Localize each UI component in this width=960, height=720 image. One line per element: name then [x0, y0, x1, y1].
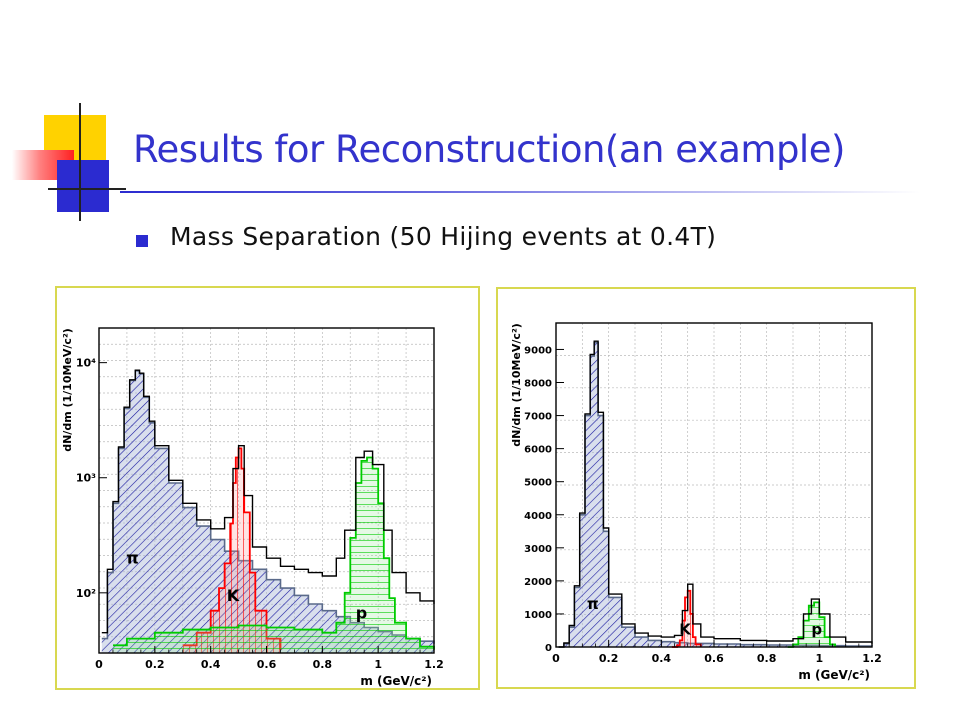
mass-spectrum-linear-chart: 0 0.2 0.4 0.6 0.8 1 1.2 0 1000 2000 3000 4000 5000 60… — [510, 322, 882, 682]
y-tick-label: 3000 — [524, 544, 552, 555]
series-area-hatch — [671, 590, 701, 647]
x-tick-label: 0.8 — [757, 652, 777, 665]
annotation-label: K — [679, 620, 692, 638]
y-tick-label: 2000 — [524, 577, 552, 588]
x-tick-label: 0 — [552, 652, 560, 665]
series-area-hatch — [113, 457, 434, 653]
series-area-hatch — [101, 370, 435, 653]
y-tick-label: 10² — [76, 587, 96, 600]
x-tick-label: 0.4 — [652, 652, 672, 665]
decor-vertical-line — [79, 103, 81, 221]
x-tick-label: 1.2 — [424, 658, 444, 671]
y-tick-label: 10⁴ — [76, 357, 96, 370]
series-total — [558, 340, 873, 648]
slide-title: Results for Reconstruction(an example) — [133, 128, 845, 171]
series-total — [101, 369, 435, 634]
series-proton — [113, 456, 435, 653]
series-line — [101, 369, 435, 634]
y-tick-label: 0 — [545, 643, 552, 654]
x-tick-label: 1.2 — [862, 652, 882, 665]
title-underline — [120, 191, 920, 193]
series-line — [558, 340, 873, 648]
series-area-hatch — [182, 448, 281, 653]
y-tick-label: 6000 — [524, 445, 552, 456]
x-tick-label: 1 — [374, 658, 382, 671]
y-tick-label: 8000 — [524, 379, 552, 390]
y-tick-label: 7000 — [524, 412, 552, 423]
chart-panel-linear: 0 0.2 0.4 0.6 0.8 1 1.2 0 1000 2000 3000 4000 5000 60… — [496, 287, 916, 689]
annotation-label: π — [587, 595, 599, 613]
decor-blue-square — [57, 160, 109, 212]
series-line — [182, 447, 282, 650]
annotation-label: K — [227, 586, 240, 605]
decor-horizontal-line — [48, 188, 126, 190]
chart-panel-log: 0 0.2 0.4 0.6 0.8 1 1.2 10² 10³ 10⁴ m (GeV/c²) dN/d… — [55, 286, 480, 690]
series-area-hatch — [558, 342, 872, 647]
y-axis-label: dN/dm (1/10MeV/c²) — [61, 328, 74, 452]
x-tick-label: 0 — [95, 658, 103, 671]
y-axis-label: dN/dm (1/10MeV/c²) — [510, 323, 523, 447]
series-kaon — [182, 447, 282, 653]
bullet-marker — [136, 235, 148, 247]
x-tick-label: 0.2 — [599, 652, 619, 665]
series-line — [113, 456, 435, 650]
annotation-label: p — [356, 603, 367, 622]
x-tick-label: 0.4 — [201, 658, 221, 671]
x-tick-label: 0.8 — [313, 658, 333, 671]
bullet-text: Mass Separation (50 Hijing events at 0.4… — [170, 222, 717, 251]
y-tick-label: 4000 — [524, 511, 552, 522]
y-tick-label: 1000 — [524, 610, 552, 621]
x-tick-label: 0.2 — [145, 658, 165, 671]
series-area-hatch — [787, 602, 836, 647]
x-tick-label: 0.6 — [704, 652, 724, 665]
x-tick-label: 1 — [816, 652, 824, 665]
x-axis-label: m (GeV/c²) — [360, 674, 432, 688]
x-axis-label: m (GeV/c²) — [798, 668, 870, 682]
annotation-label: p — [811, 620, 822, 638]
y-tick-label: 10³ — [76, 472, 96, 485]
annotation-label: π — [126, 548, 139, 567]
mass-spectrum-log-chart: 0 0.2 0.4 0.6 0.8 1 1.2 10² 10³ 10⁴ m (GeV/c²) dN/d… — [61, 327, 444, 688]
x-tick-label: 0.6 — [257, 658, 277, 671]
y-tick-label: 5000 — [524, 478, 552, 489]
y-tick-label: 9000 — [524, 345, 552, 356]
